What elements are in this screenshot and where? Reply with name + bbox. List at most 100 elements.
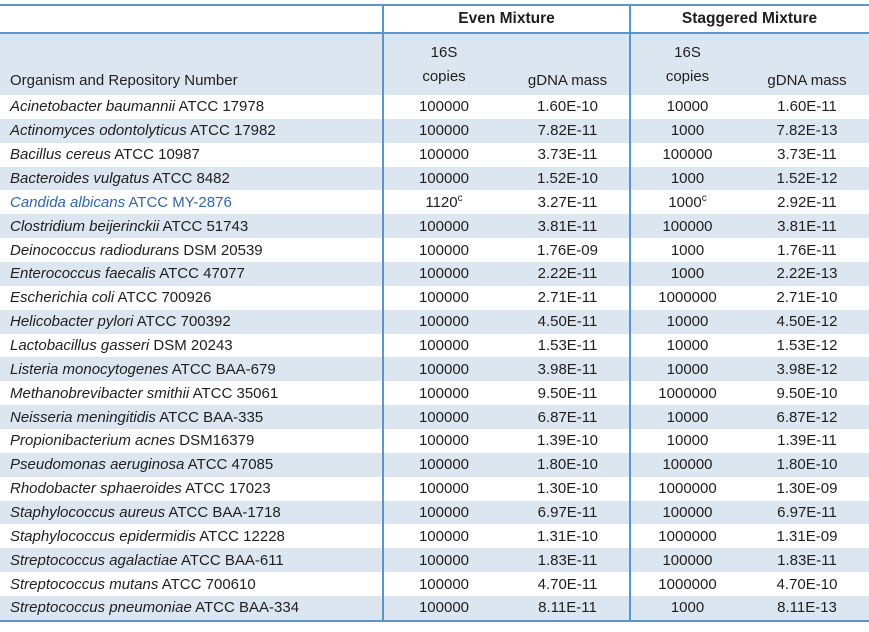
table-row: Pseudomonas aeruginosa ATCC 47085 100000 1… [0,452,869,477]
even-16s-copies-cell: 100000 [418,527,470,545]
even-16s-copies-cell: 100000 [418,98,470,116]
staggered-16s-copies-cell: 1000000 [658,575,717,593]
organism-cell: Rhodobacter sphaeroides ATCC 17023 [10,480,271,498]
even-16s-copies-header: 16S copies [383,34,505,95]
organism-name: Clostridium beijerinckii [10,217,160,235]
even-16s-copies-cell: 100000 [418,480,470,498]
staggered-16s-copies-cell: 1000000 [658,384,717,402]
even-gdna-mass-cell: 1.83E-11 [537,551,598,569]
staggered-16s-copies-cell: 100000 [662,504,713,522]
staggered-16s-copies-cell: 100000 [662,551,713,569]
staggered-gdna-mass-cell: 1.31E-09 [776,527,838,545]
staggered-gdna-mass-cell: 1.52E-12 [776,170,838,187]
organism-name: Methanobrevibacter smithii [10,384,190,402]
even-gdna-mass-cell: 2.22E-11 [537,265,598,283]
staggered-gdna-mass-cell: 1.60E-11 [777,98,837,116]
even-16s-copies-cell: 100000 [418,217,470,235]
staggered-gdna-mass-cell: 1.76E-11 [777,241,837,259]
even-gdna-mass-cell: 1.80E-10 [537,456,598,474]
even-gdna-mass-cell: 1.52E-10 [537,170,598,187]
organism-name: Pseudomonas aeruginosa [10,456,185,474]
table-row: Enterococcus faecalis ATCC 47077 100000 2.… [0,262,869,286]
even-copies-label: copies [422,68,466,85]
staggered-16s-copies-cell: 10000 [666,408,709,426]
organism-column-header: Organism and Repository Number [10,72,238,89]
even-16s-copies-cell: 100000 [418,241,470,259]
table-row: Escherichia coli ATCC 700926 100000 2.71E-… [0,286,869,310]
staggered-gdna-mass-cell: 4.70E-10 [776,575,838,593]
organism-name: Streptococcus mutans [10,575,159,593]
even-16s-copies-cell: 100000 [418,337,470,355]
organism-cell: Streptococcus mutans ATCC 700610 [10,575,256,593]
staggered-gdna-mass-cell: 1.39E-11 [777,432,837,450]
organism-cell: Methanobrevibacter smithii ATCC 35061 [10,384,279,402]
staggered-16s-copies-cell: 10000 [666,337,709,355]
staggered-16s-label: 16S [674,44,701,61]
staggered-gdna-mass-cell: 2.71E-10 [776,289,838,307]
organism-name: Acinetobacter baumannii [10,98,176,116]
staggered-16s-copies-cell: 100000 [662,456,713,474]
even-gdna-mass-cell: 7.82E-11 [537,122,598,140]
staggered-section-divider [629,4,631,621]
organism-mixture-table: Even Mixture Staggered Mixture Organism … [0,4,869,622]
staggered-16s-copies-cell: 1000000 [658,480,717,498]
even-mixture-header: Even Mixture [458,10,555,27]
staggered-16s-copies-cell: 1000 [670,170,705,187]
even-16s-copies-cell: 100000 [418,504,470,522]
table-row: Actinomyces odontolyticus ATCC 17982 1000… [0,118,869,143]
staggered-gdna-mass-cell: 7.82E-13 [776,122,838,140]
staggered-16s-copies-cell: 10000 [666,313,709,331]
organism-name: Actinomyces odontolyticus [10,122,187,140]
organism-name: Propionibacterium acnes [10,432,176,450]
staggered-16s-copies-cell: 1000 [670,241,705,259]
even-gdna-mass-cell: 8.11E-11 [538,599,597,617]
table-row: Streptococcus pneumoniae ATCC BAA-334 100… [0,596,869,620]
even-16s-label: 16S [430,44,458,61]
organism-name: Bacillus cereus [10,146,111,164]
organism-cell: Clostridium beijerinckii ATCC 51743 [10,217,249,235]
column-header-row: Organism and Repository Number 16S copie… [0,34,869,95]
staggered-gdna-mass-cell: 1.80E-10 [776,456,838,474]
even-gdna-mass-cell: 1.53E-11 [537,337,598,355]
even-gdna-mass-cell: 9.50E-11 [537,384,598,402]
organism-name: Neisseria meningitidis [10,408,156,426]
staggered-gdna-mass-cell: 3.73E-11 [777,146,837,164]
even-gdna-mass-cell: 6.97E-11 [537,504,598,522]
staggered-gdna-mass-cell: 6.87E-12 [776,408,838,426]
staggered-16s-copies-cell: 10000 [666,360,709,378]
organism-name: Lactobacillus gasseri [10,337,150,355]
group-header-row: Even Mixture Staggered Mixture [0,6,869,32]
organism-cell: Bacteroides vulgatus ATCC 8482 [10,170,230,187]
even-gdna-mass-cell: 1.76E-09 [537,241,598,259]
even-16s-copies-cell: 100000 [418,575,470,593]
table-row: Candida albicans ATCC MY-2876 1120c 3.27E-… [0,190,869,214]
staggered-gdna-mass-cell: 4.50E-12 [776,313,838,331]
table-top-border [0,4,869,6]
table-row: Staphylococcus epidermidis ATCC 12228 100… [0,524,869,548]
organism-name: Helicobacter pylori [10,313,134,331]
even-section-divider [382,4,384,621]
organism-name: Staphylococcus aureus [10,504,166,522]
staggered-mixture-header: Staggered Mixture [681,10,818,27]
table-row: Rhodobacter sphaeroides ATCC 17023 100000… [0,477,869,501]
even-gdna-mass-cell: 6.87E-11 [537,408,598,426]
even-gdna-mass-cell: 1.31E-10 [537,527,598,545]
organism-cell: Lactobacillus gasseri DSM 20243 [10,337,233,355]
staggered-16s-copies-cell: 1000 [670,265,705,283]
organism-name: Escherichia coli [10,289,115,307]
even-gdna-mass-cell: 3.98E-11 [537,360,598,378]
staggered-gdna-mass-cell: 1.53E-12 [776,337,838,355]
even-16s-copies-cell: 100000 [418,170,470,187]
staggered-16s-copies-header: 16S copies [630,34,745,95]
table-row: Lactobacillus gasseri DSM 20243 100000 1.5… [0,334,869,358]
staggered-gdna-mass-cell: 6.97E-11 [777,504,837,522]
even-16s-copies-cell: 100000 [418,122,470,140]
even-16s-copies-cell: 100000 [418,599,470,617]
organism-cell: Streptococcus agalactiae ATCC BAA-611 [10,551,284,569]
even-16s-copies-cell: 100000 [418,289,470,307]
table-row: Listeria monocytogenes ATCC BAA-679 10000… [0,357,869,382]
even-gdna-mass-cell: 2.71E-11 [537,289,598,307]
organism-cell: Pseudomonas aeruginosa ATCC 47085 [10,456,274,474]
table-row: Helicobacter pylori ATCC 700392 100000 4.5… [0,309,869,334]
